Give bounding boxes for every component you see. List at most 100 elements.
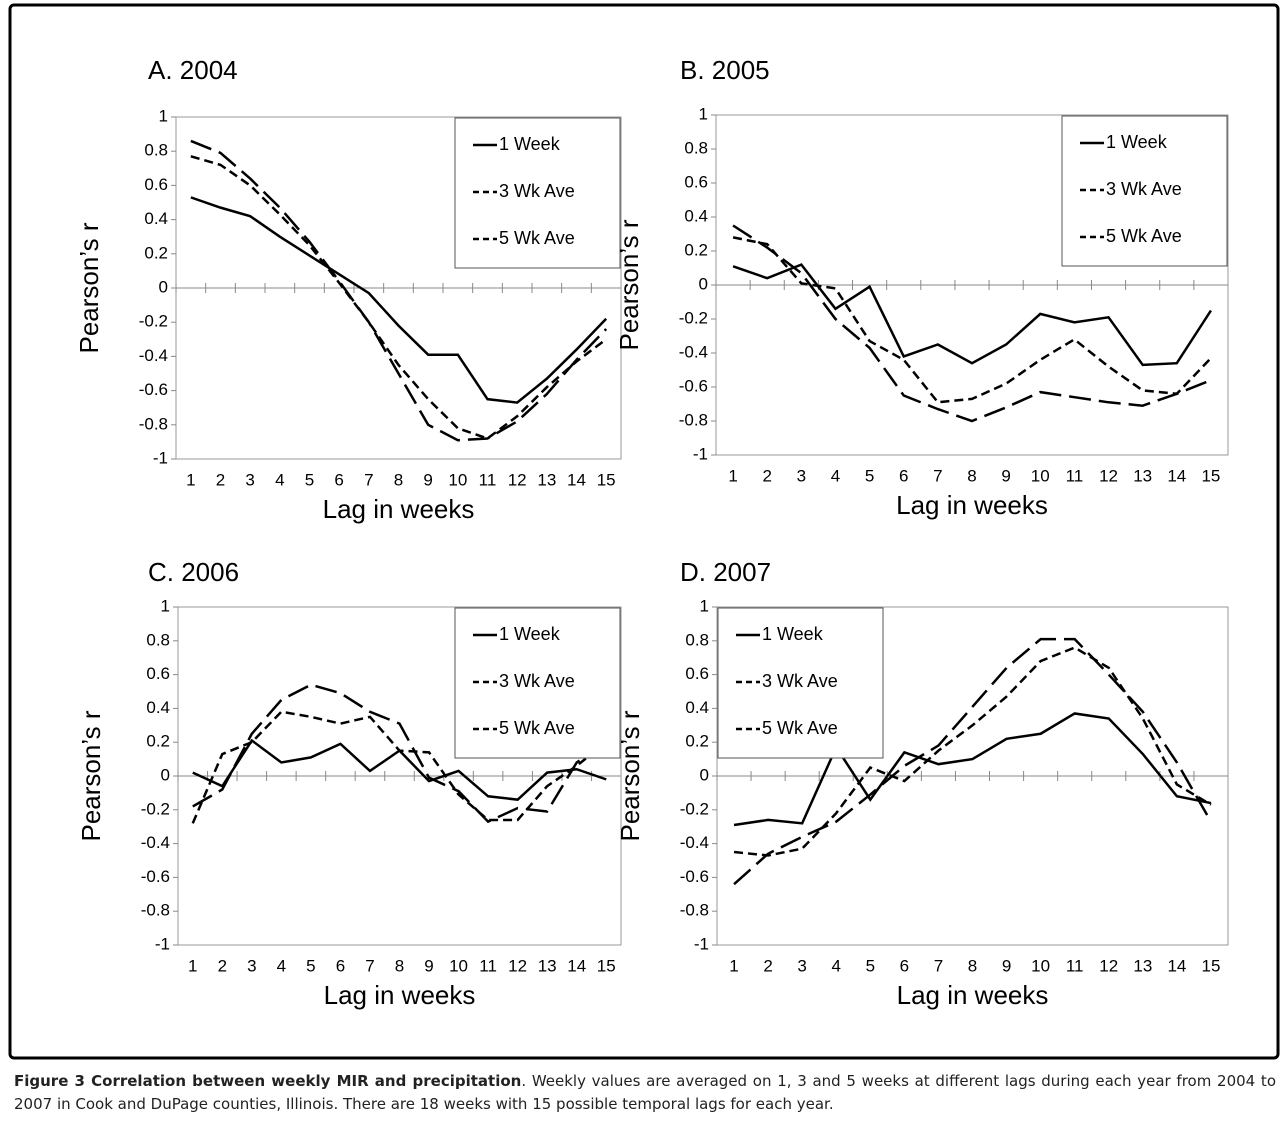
y-tick-label: 0.2 xyxy=(144,243,168,262)
x-tick-label: 6 xyxy=(900,956,909,975)
y-tick-label: -0.4 xyxy=(139,346,168,365)
x-tick-label: 8 xyxy=(967,466,976,485)
series-line xyxy=(733,646,1212,857)
x-tick-label: 11 xyxy=(479,956,497,975)
x-tick-label: 13 xyxy=(537,470,556,489)
y-tick-label: 0.8 xyxy=(146,630,170,649)
x-tick-label: 5 xyxy=(306,956,315,975)
x-tick-label: 4 xyxy=(277,956,286,975)
legend-label: 5 Wk Ave xyxy=(499,228,575,248)
y-tick-label: 0.8 xyxy=(684,138,708,157)
legend-label: 5 Wk Ave xyxy=(762,718,838,738)
x-tick-label: 11 xyxy=(1066,956,1084,975)
legend-box xyxy=(454,607,621,759)
x-tick-label: 10 xyxy=(1031,466,1050,485)
y-tick-label: -1 xyxy=(153,448,168,467)
y-tick-label: 0.2 xyxy=(685,732,709,751)
y-tick-label: 1 xyxy=(159,106,168,125)
legend-label: 1 Week xyxy=(762,624,824,644)
x-tick-label: 15 xyxy=(597,956,616,975)
x-tick-label: 2 xyxy=(762,466,771,485)
x-tick-label: 9 xyxy=(1001,466,1010,485)
x-axis-label: Lag in weeks xyxy=(324,980,476,1010)
legend-label: 5 Wk Ave xyxy=(499,718,575,738)
figure-frame xyxy=(8,3,1280,1060)
y-tick-label: -1 xyxy=(155,934,170,953)
x-tick-label: 5 xyxy=(865,466,874,485)
x-tick-label: 15 xyxy=(597,470,616,489)
y-tick-label: 0.6 xyxy=(146,664,170,683)
chart-title: D. 2007 xyxy=(680,557,771,587)
y-tick-label: -0.4 xyxy=(141,833,170,852)
caption: Figure 3 Correlation between weekly MIR … xyxy=(14,1070,1276,1116)
x-tick-label: 7 xyxy=(365,956,374,975)
y-tick-label: 1 xyxy=(161,596,170,615)
y-tick-label: 0 xyxy=(700,765,709,784)
legend-label: 1 Week xyxy=(499,624,561,644)
x-tick-label: 4 xyxy=(831,466,840,485)
y-tick-label: 0.6 xyxy=(684,172,708,191)
legend-label: 3 Wk Ave xyxy=(1106,179,1182,199)
x-tick-label: 15 xyxy=(1202,956,1221,975)
x-tick-label: 10 xyxy=(1031,956,1050,975)
x-tick-label: 3 xyxy=(245,470,254,489)
x-tick-label: 13 xyxy=(538,956,557,975)
x-tick-label: 6 xyxy=(336,956,345,975)
x-tick-label: 7 xyxy=(364,470,373,489)
x-tick-label: 6 xyxy=(899,466,908,485)
y-tick-label: -1 xyxy=(693,444,708,463)
x-tick-label: 14 xyxy=(567,956,586,975)
x-tick-label: 8 xyxy=(394,470,403,489)
y-tick-label: -0.8 xyxy=(679,410,708,429)
chart-title: C. 2006 xyxy=(148,557,239,587)
series-line xyxy=(192,683,607,824)
legend-label: 3 Wk Ave xyxy=(499,181,575,201)
series-line xyxy=(190,155,607,440)
chart-title: A. 2004 xyxy=(148,55,238,85)
y-axis-label: Pearson’s r xyxy=(615,710,645,841)
y-axis-label: Pearson’s r xyxy=(76,710,106,841)
y-tick-label: 1 xyxy=(700,596,709,615)
x-tick-label: 11 xyxy=(479,470,497,489)
x-tick-label: 7 xyxy=(934,956,943,975)
legend-box xyxy=(1061,115,1228,267)
x-tick-label: 7 xyxy=(933,466,942,485)
series-line xyxy=(733,712,1212,827)
y-tick-label: 0.2 xyxy=(684,240,708,259)
caption-title: Figure 3 Correlation between weekly MIR … xyxy=(14,1072,522,1090)
y-axis-label: Pearson’s r xyxy=(614,219,644,350)
y-tick-label: -0.8 xyxy=(680,901,709,920)
x-tick-label: 12 xyxy=(1099,956,1118,975)
x-tick-label: 14 xyxy=(1167,956,1186,975)
y-tick-label: 0.2 xyxy=(146,732,170,751)
y-tick-label: -0.8 xyxy=(141,901,170,920)
y-axis-label: Pearson’s r xyxy=(74,222,104,353)
x-tick-label: 6 xyxy=(334,470,343,489)
legend-label: 3 Wk Ave xyxy=(499,671,575,691)
x-tick-label: 9 xyxy=(423,470,432,489)
legend-label: 5 Wk Ave xyxy=(1106,226,1182,246)
series-line xyxy=(732,263,1212,367)
y-tick-label: -0.6 xyxy=(139,380,168,399)
series-line xyxy=(191,710,608,824)
x-tick-label: 15 xyxy=(1201,466,1220,485)
x-axis-label: Lag in weeks xyxy=(323,494,475,524)
x-tick-label: 3 xyxy=(797,956,806,975)
y-tick-label: -0.2 xyxy=(141,799,170,818)
chart-title: B. 2005 xyxy=(680,55,770,85)
y-tick-label: -0.6 xyxy=(141,867,170,886)
series-line xyxy=(733,637,1213,886)
legend-box xyxy=(454,117,621,269)
x-tick-label: 2 xyxy=(763,956,772,975)
x-tick-label: 1 xyxy=(729,956,738,975)
y-tick-label: 0.4 xyxy=(146,698,170,717)
x-tick-label: 3 xyxy=(247,956,256,975)
x-tick-label: 5 xyxy=(305,470,314,489)
y-tick-label: -0.8 xyxy=(139,414,168,433)
y-tick-label: -0.4 xyxy=(680,833,709,852)
x-axis-label: Lag in weeks xyxy=(897,980,1049,1010)
series-line xyxy=(190,196,608,404)
x-tick-label: 8 xyxy=(395,956,404,975)
x-tick-label: 8 xyxy=(968,956,977,975)
